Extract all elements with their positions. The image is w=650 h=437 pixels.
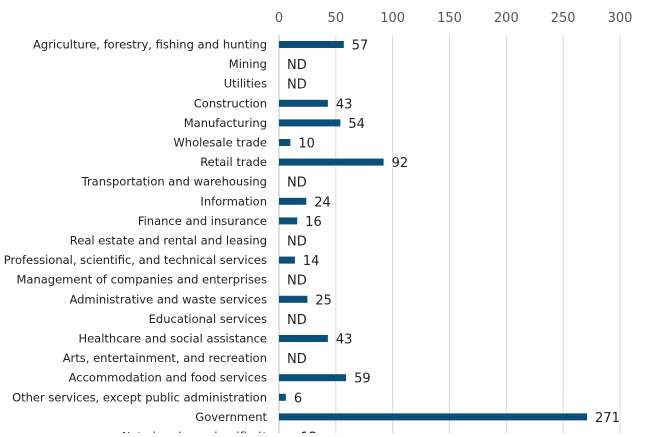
x-tick-label: 200	[494, 11, 519, 26]
data-label: 10	[298, 137, 315, 152]
x-axis-ticks: 0 50 100 150 200 250 300	[275, 11, 633, 26]
bar	[279, 374, 347, 382]
data-label: ND	[287, 78, 307, 93]
data-label: ND	[287, 58, 307, 73]
data-label: 25	[315, 293, 332, 308]
bar	[279, 139, 291, 146]
data-label: ND	[287, 235, 307, 250]
data-label: 54	[348, 117, 365, 132]
bar	[279, 119, 341, 127]
bars	[279, 41, 588, 437]
category-label: Finance and insurance	[138, 214, 267, 228]
category-labels: Agriculture, forestry, fishing and hunti…	[4, 38, 268, 437]
bar	[279, 41, 344, 48]
category-label: Agriculture, forestry, fishing and hunti…	[33, 38, 267, 52]
data-label: ND	[287, 313, 307, 328]
data-label: 14	[303, 254, 320, 269]
bar	[279, 393, 286, 401]
data-label: 59	[354, 372, 371, 387]
x-tick-label: 0	[275, 11, 283, 26]
bar	[279, 197, 307, 205]
bar	[279, 295, 308, 303]
category-label: Real estate and rental and leasing	[70, 234, 267, 248]
category-label: Manufacturing	[184, 116, 267, 130]
category-label: Not elsewhere classified*	[122, 430, 267, 434]
category-label: Educational services	[149, 312, 267, 326]
category-label: Professional, scientific, and technical …	[4, 253, 267, 267]
category-label: Accommodation and food services	[69, 371, 267, 385]
category-label: Mining	[229, 57, 267, 71]
category-label: Information	[200, 194, 267, 208]
category-label: Utilities	[224, 77, 267, 91]
bar	[279, 158, 384, 166]
data-label: ND	[287, 274, 307, 289]
category-label: Retail trade	[200, 155, 267, 169]
x-tick-label: 50	[328, 11, 345, 26]
data-label: 43	[336, 333, 353, 348]
data-label: 92	[392, 156, 409, 171]
data-label: 16	[305, 215, 322, 230]
data-label: ND	[287, 176, 307, 191]
data-label: 271	[595, 411, 620, 426]
category-label: Administrative and waste services	[69, 292, 267, 306]
category-label: Arts, entertainment, and recreation	[63, 351, 267, 365]
bar	[279, 99, 328, 107]
data-label: 24	[314, 195, 331, 210]
data-labels: 57 ND ND 43 54 10 92 ND 24 16 ND 14 ND 25 ND 43 ND 59 6 271…	[287, 39, 620, 437]
bar	[279, 256, 295, 264]
x-tick-label: 250	[551, 11, 576, 26]
category-label: Government	[195, 410, 267, 424]
data-label: 57	[352, 39, 369, 54]
x-tick-label: 150	[437, 11, 462, 26]
data-label: 43	[336, 97, 353, 112]
bar	[279, 413, 588, 421]
category-label: Healthcare and social assistance	[78, 332, 267, 346]
x-tick-label: 100	[380, 11, 405, 26]
bar	[279, 217, 298, 225]
data-label: ND	[287, 352, 307, 367]
x-tick-label: 300	[608, 11, 633, 26]
category-label: Management of companies and enterprises	[16, 273, 267, 287]
category-label: Transportation and warehousing	[81, 175, 267, 189]
gridlines	[278, 35, 621, 437]
category-label: Wholesale trade	[173, 136, 267, 150]
category-label: Other services, except public administra…	[12, 390, 267, 404]
data-label: 6	[294, 391, 302, 406]
category-label: Construction	[194, 96, 267, 110]
bar	[279, 335, 328, 342]
